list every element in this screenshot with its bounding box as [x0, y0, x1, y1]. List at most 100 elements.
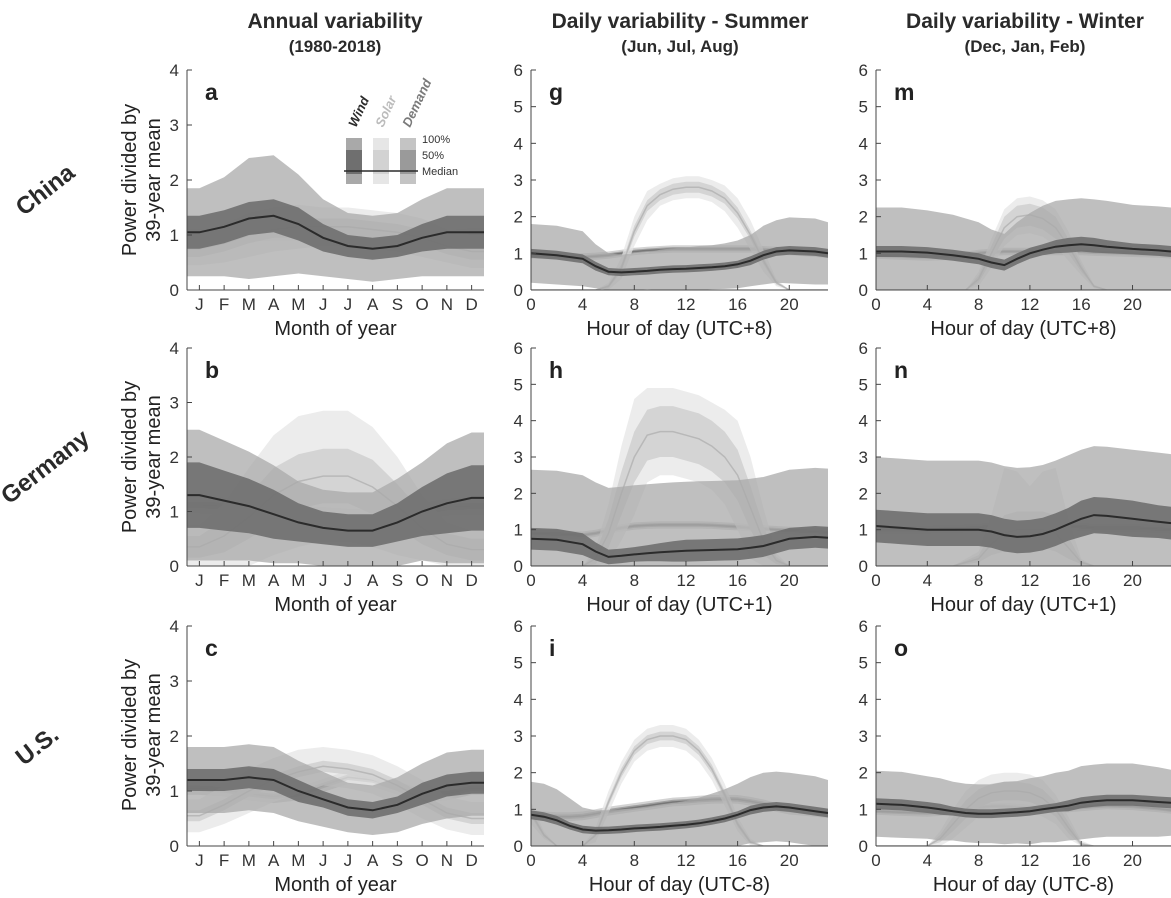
- o-xtick-label: 8: [974, 851, 983, 870]
- m-wind-median-line: [876, 243, 1171, 267]
- m-ytick-label: 1: [859, 244, 868, 263]
- i-xlabel: Hour of day (UTC-8): [589, 874, 770, 896]
- i-wind-median-line: [531, 805, 828, 832]
- m-ytick-label: 6: [859, 61, 868, 80]
- h-xtick-label: 12: [676, 571, 695, 590]
- b-wind-median-line: [187, 494, 484, 532]
- a-xlabel: Month of year: [274, 318, 397, 340]
- g-xlabel: Hour of day (UTC+8): [586, 318, 772, 340]
- o-xtick-label: 16: [1072, 851, 1091, 870]
- b-ytick-label: 4: [170, 339, 179, 358]
- h-ytick-label: 4: [514, 412, 523, 431]
- a-xtick-label: D: [465, 295, 477, 314]
- c-ytick-label: 3: [170, 672, 179, 691]
- legend-header-wind: Wind: [345, 93, 372, 129]
- n-wind-median-line: [876, 514, 1171, 538]
- c-wind-band-100: [187, 744, 484, 835]
- a-xtick-label: S: [392, 295, 403, 314]
- panel-letter-g: g: [549, 79, 563, 105]
- m-wind-band-100: [876, 198, 1171, 290]
- b-ytick-label: 1: [170, 503, 179, 522]
- col-subtitle-summer: (Jun, Jul, Aug): [621, 37, 738, 56]
- c-ytick-label: 0: [170, 837, 179, 856]
- plot-area-o: [876, 763, 1171, 846]
- n-ytick-label: 0: [859, 557, 868, 576]
- g-xtick-label: 0: [526, 295, 535, 314]
- legend: Wind Solar Demand 100% 50% Median: [344, 75, 458, 184]
- o-ytick-label: 0: [859, 837, 868, 856]
- a-wind-band-50: [187, 199, 484, 260]
- m-ytick-label: 4: [859, 134, 868, 153]
- i-ytick-label: 3: [514, 727, 523, 746]
- n-xtick-label: 12: [1020, 571, 1039, 590]
- o-ytick-label: 5: [859, 654, 868, 673]
- legend-header-solar: Solar: [372, 93, 400, 130]
- i-xtick-label: 20: [780, 851, 799, 870]
- i-xtick-label: 0: [526, 851, 535, 870]
- o-xtick-label: 0: [871, 851, 880, 870]
- panel-letter-h: h: [549, 357, 563, 383]
- g-ytick-label: 2: [514, 208, 523, 227]
- a-xtick-label: M: [242, 295, 256, 314]
- h-xtick-label: 20: [780, 571, 799, 590]
- o-ytick-label: 4: [859, 690, 868, 709]
- i-solar-median-line: [531, 735, 828, 846]
- a-xtick-label: A: [367, 295, 379, 314]
- h-xtick-label: 8: [630, 571, 639, 590]
- o-wind-median-line: [876, 799, 1171, 815]
- legend-label-100: 100%: [422, 134, 450, 146]
- g-xtick-label: 8: [630, 295, 639, 314]
- row-labels: China Germany U.S.: [0, 159, 95, 772]
- m-ytick-label: 2: [859, 208, 868, 227]
- o-ytick-label: 1: [859, 800, 868, 819]
- i-ytick-label: 2: [514, 764, 523, 783]
- b-xtick-label: F: [219, 571, 229, 590]
- col-title-winter: Daily variability - Winter: [906, 10, 1144, 33]
- c-xtick-label: J: [344, 851, 353, 870]
- n-xtick-label: 20: [1123, 571, 1142, 590]
- b-xtick-label: J: [319, 571, 328, 590]
- b-xtick-label: M: [242, 571, 256, 590]
- o-ytick-label: 6: [859, 617, 868, 636]
- g-xtick-label: 16: [728, 295, 747, 314]
- a-xtick-label: M: [291, 295, 305, 314]
- h-ytick-label: 0: [514, 557, 523, 576]
- m-xtick-label: 20: [1123, 295, 1142, 314]
- g-ytick-label: 3: [514, 171, 523, 190]
- panel-letter-o: o: [894, 635, 908, 661]
- c-xtick-label: S: [392, 851, 403, 870]
- plot-area-b: [187, 410, 484, 566]
- m-xlabel: Hour of day (UTC+8): [930, 318, 1116, 340]
- a-ytick-label: 4: [170, 61, 179, 80]
- c-ytick-label: 2: [170, 727, 179, 746]
- plot-area-m: [876, 196, 1171, 290]
- b-xlabel: Month of year: [274, 594, 397, 616]
- a-wind-median-line: [187, 214, 484, 250]
- plot-area-a: [187, 155, 484, 282]
- b-xtick-label: A: [268, 571, 280, 590]
- b-ytick-label: 3: [170, 394, 179, 413]
- b-xtick-label: J: [344, 571, 353, 590]
- ylabel-germany-line2: 39-year mean: [143, 395, 165, 518]
- g-wind-band-50: [531, 246, 828, 277]
- g-ytick-label: 6: [514, 61, 523, 80]
- g-solar-band-100: [531, 176, 828, 290]
- panel-letter-b: b: [205, 357, 219, 383]
- a-xtick-label: A: [268, 295, 280, 314]
- n-xtick-label: 4: [923, 571, 932, 590]
- g-ytick-label: 5: [514, 98, 523, 117]
- ylabel-china-line2: 39-year mean: [143, 118, 165, 241]
- ylabel-germany-line1: Power divided by: [119, 381, 141, 533]
- ylabel-china-line1: Power divided by: [119, 104, 141, 256]
- row-label-germany: Germany: [0, 424, 95, 510]
- n-ytick-label: 2: [859, 484, 868, 503]
- n-ytick-label: 6: [859, 339, 868, 358]
- col-subtitle-annual: (1980-2018): [289, 37, 382, 56]
- c-xtick-label: J: [195, 851, 204, 870]
- h-wind-median-line: [531, 535, 828, 558]
- b-xtick-label: A: [367, 571, 379, 590]
